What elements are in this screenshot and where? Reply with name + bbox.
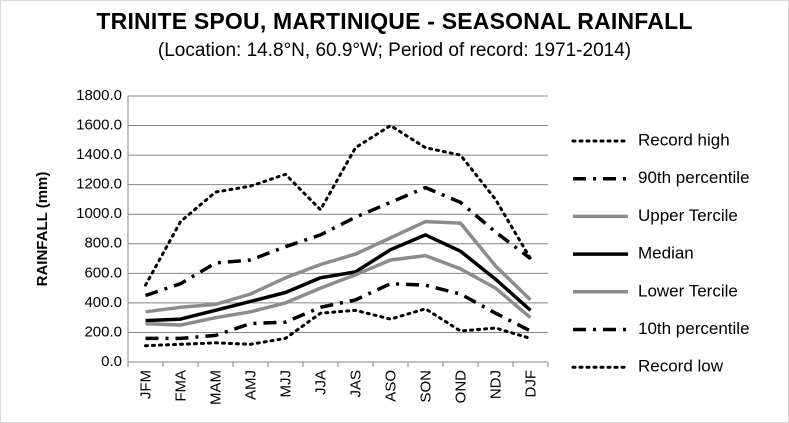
- x-tick-label: SON: [418, 370, 435, 403]
- legend-label-10th-percentile: 10th percentile: [638, 319, 750, 338]
- axes: 0.0 200.0 400.0 600.0 800.0 1000.0 1200.0 1400.…: [34, 87, 549, 405]
- x-tick-label: NDJ: [488, 370, 505, 399]
- y-axis-label: RAINFALL (mm): [34, 172, 51, 287]
- legend: Record high 90th percentile Upper Tercile M…: [571, 130, 750, 376]
- x-tick-label: OND: [453, 370, 470, 404]
- legend-label-90th-percentile: 90th percentile: [638, 168, 750, 187]
- y-tick-label: 1400.0: [76, 146, 122, 163]
- legend-label-record-high: Record high: [638, 130, 730, 149]
- x-tick-label: MAM: [208, 370, 225, 405]
- legend-label-lower-tercile: Lower Tercile: [638, 281, 738, 300]
- y-tick-label: 1000.0: [76, 205, 122, 222]
- y-tick-label: 600.0: [84, 264, 122, 281]
- legend-label-upper-tercile: Upper Tercile: [638, 206, 738, 225]
- series-line-record-high: [144, 124, 532, 287]
- x-tick-label: FMA: [173, 370, 190, 402]
- x-tick-label: AMJ: [243, 370, 260, 400]
- y-tick-label: 800.0: [84, 235, 122, 252]
- series-line-upper-tercile: [145, 219, 532, 314]
- y-tick-label: 200.0: [84, 323, 122, 340]
- series-line-median: [145, 233, 532, 323]
- y-tick-label: 1600.0: [76, 117, 122, 134]
- y-tick-label: 1800.0: [76, 87, 122, 104]
- series-line-90th-percentile: [144, 185, 532, 298]
- x-tick-label: ASO: [383, 370, 400, 402]
- chart-title: TRINITE SPOU, MARTINIQUE - SEASONAL RAIN…: [96, 8, 693, 34]
- legend-label-record-low: Record low: [638, 357, 724, 376]
- series-line-10th-percentile: [145, 281, 532, 341]
- x-tick-label: JFM: [138, 370, 155, 399]
- x-tick-label: JJA: [313, 370, 330, 395]
- y-tick-label: 0.0: [101, 353, 122, 370]
- y-tick-label: 1200.0: [76, 176, 122, 193]
- series-line-record-low: [144, 307, 532, 348]
- series-line-lower-tercile: [145, 253, 532, 327]
- x-tick-label: MJJ: [278, 370, 295, 398]
- chart-subtitle: (Location: 14.8°N, 60.9°W; Period of rec…: [157, 40, 632, 61]
- x-tick-label: DJF: [523, 370, 540, 398]
- x-tick-label: JAS: [348, 370, 365, 398]
- legend-label-median: Median: [638, 244, 694, 263]
- y-tick-label: 400.0: [84, 294, 122, 311]
- series-lines: [144, 124, 532, 348]
